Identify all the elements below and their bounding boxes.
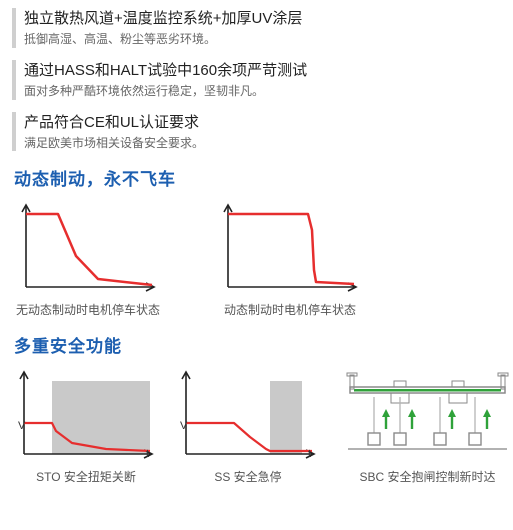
chart-caption: STO 安全扭矩关断	[36, 468, 136, 485]
chart-svg: Vt	[178, 367, 318, 462]
svg-text:V: V	[18, 420, 26, 432]
feature-title: 通过HASS和HALT试验中160余项严苛测试	[24, 60, 501, 81]
diagram-svg	[340, 367, 513, 462]
chart-svg	[18, 200, 158, 295]
feature-block-1: 独立散热风道+温度监控系统+加厚UV涂层 抵御高湿、高温、粉尘等恶劣环境。	[12, 8, 501, 48]
chart-2c: SBC 安全抱闸控制新时达	[340, 367, 513, 485]
chart-row-1: 无动态制动时电机停车状态 动态制动时电机停车状态	[16, 200, 501, 318]
chart-2b: Vt SS 安全急停	[178, 367, 318, 485]
chart-svg: Vt	[16, 367, 156, 462]
svg-text:V: V	[180, 420, 188, 432]
feature-title: 独立散热风道+温度监控系统+加厚UV涂层	[24, 8, 501, 29]
chart-svg	[220, 200, 360, 295]
chart-1b: 动态制动时电机停车状态	[220, 200, 360, 318]
feature-sub: 抵御高湿、高温、粉尘等恶劣环境。	[24, 31, 501, 48]
feature-block-2: 通过HASS和HALT试验中160余项严苛测试 面对多种严酷环境依然运行稳定，坚…	[12, 60, 501, 100]
chart-2a: Vt STO 安全扭矩关断	[16, 367, 156, 485]
feature-block-3: 产品符合CE和UL认证要求 满足欧美市场相关设备安全要求。	[12, 112, 501, 152]
section-heading-1: 动态制动，永不飞车	[14, 165, 501, 190]
chart-row-2: Vt STO 安全扭矩关断 Vt SS 安全急停 SBC 安全抱闸控制新时达	[16, 367, 501, 485]
chart-caption: SBC 安全抱闸控制新时达	[359, 468, 495, 485]
chart-caption: 动态制动时电机停车状态	[224, 301, 356, 318]
chart-caption: SS 安全急停	[214, 468, 281, 485]
feature-sub: 面对多种严酷环境依然运行稳定，坚韧非凡。	[24, 83, 501, 100]
section-heading-2: 多重安全功能	[14, 332, 501, 357]
feature-sub: 满足欧美市场相关设备安全要求。	[24, 135, 501, 152]
svg-text:t: t	[308, 448, 311, 460]
svg-text:t: t	[146, 448, 149, 460]
chart-1a: 无动态制动时电机停车状态	[16, 200, 160, 318]
feature-title: 产品符合CE和UL认证要求	[24, 112, 501, 133]
chart-caption: 无动态制动时电机停车状态	[16, 301, 160, 318]
